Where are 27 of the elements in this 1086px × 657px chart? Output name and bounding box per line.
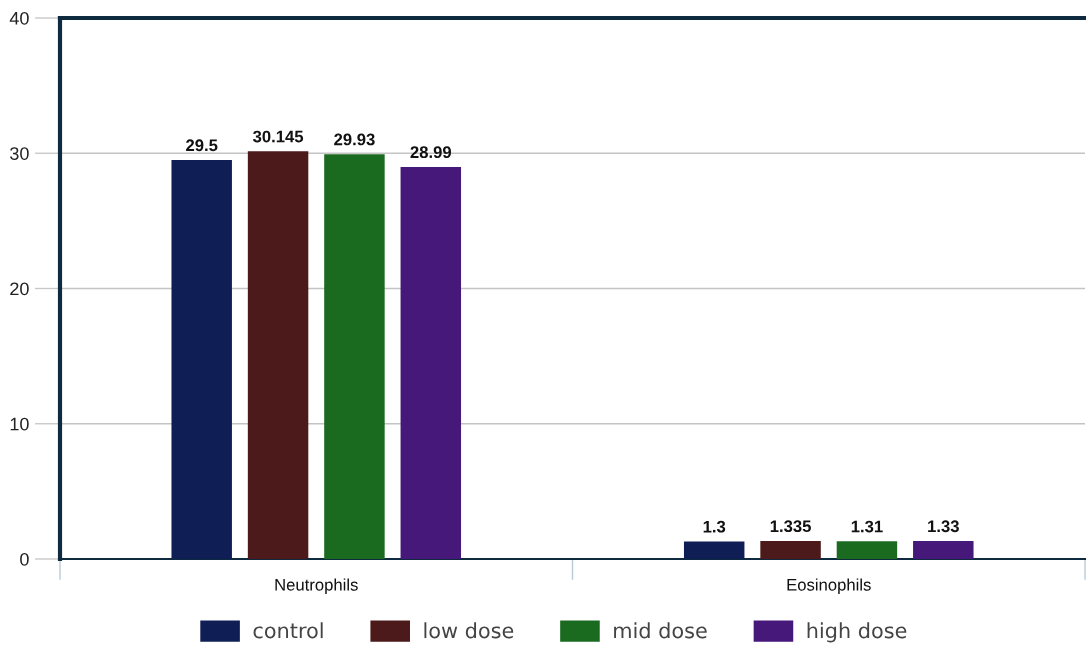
x-tick-label: Eosinophils [787,578,871,594]
data-label: 29.93 [334,133,375,146]
y-tick-label: 0 [20,552,29,566]
bar [171,160,232,559]
bar [760,540,821,559]
bar [247,151,309,559]
legend-label: control [253,622,323,639]
legend-label: high dose [807,622,907,643]
legend-label: mid dose [614,622,707,639]
bar [324,154,385,559]
bar [683,541,745,559]
x-tick-label: Neutrophils [275,578,358,594]
y-tick-label: 20 [10,282,29,296]
y-tick-label: 10 [10,417,29,431]
bar [836,541,898,559]
data-label: 1.33 [928,520,959,533]
data-label: 28.99 [410,146,452,159]
legend-label: low dose [424,622,514,639]
data-label: 29.5 [186,139,218,152]
bar [913,541,974,559]
bar [400,166,462,559]
data-label: 1.3 [703,520,726,533]
data-label: 1.31 [851,520,883,533]
y-tick-label: 30 [10,147,29,160]
data-label: 1.335 [770,520,811,533]
data-label: 30.145 [252,130,304,143]
y-tick-label: 40 [9,11,29,25]
